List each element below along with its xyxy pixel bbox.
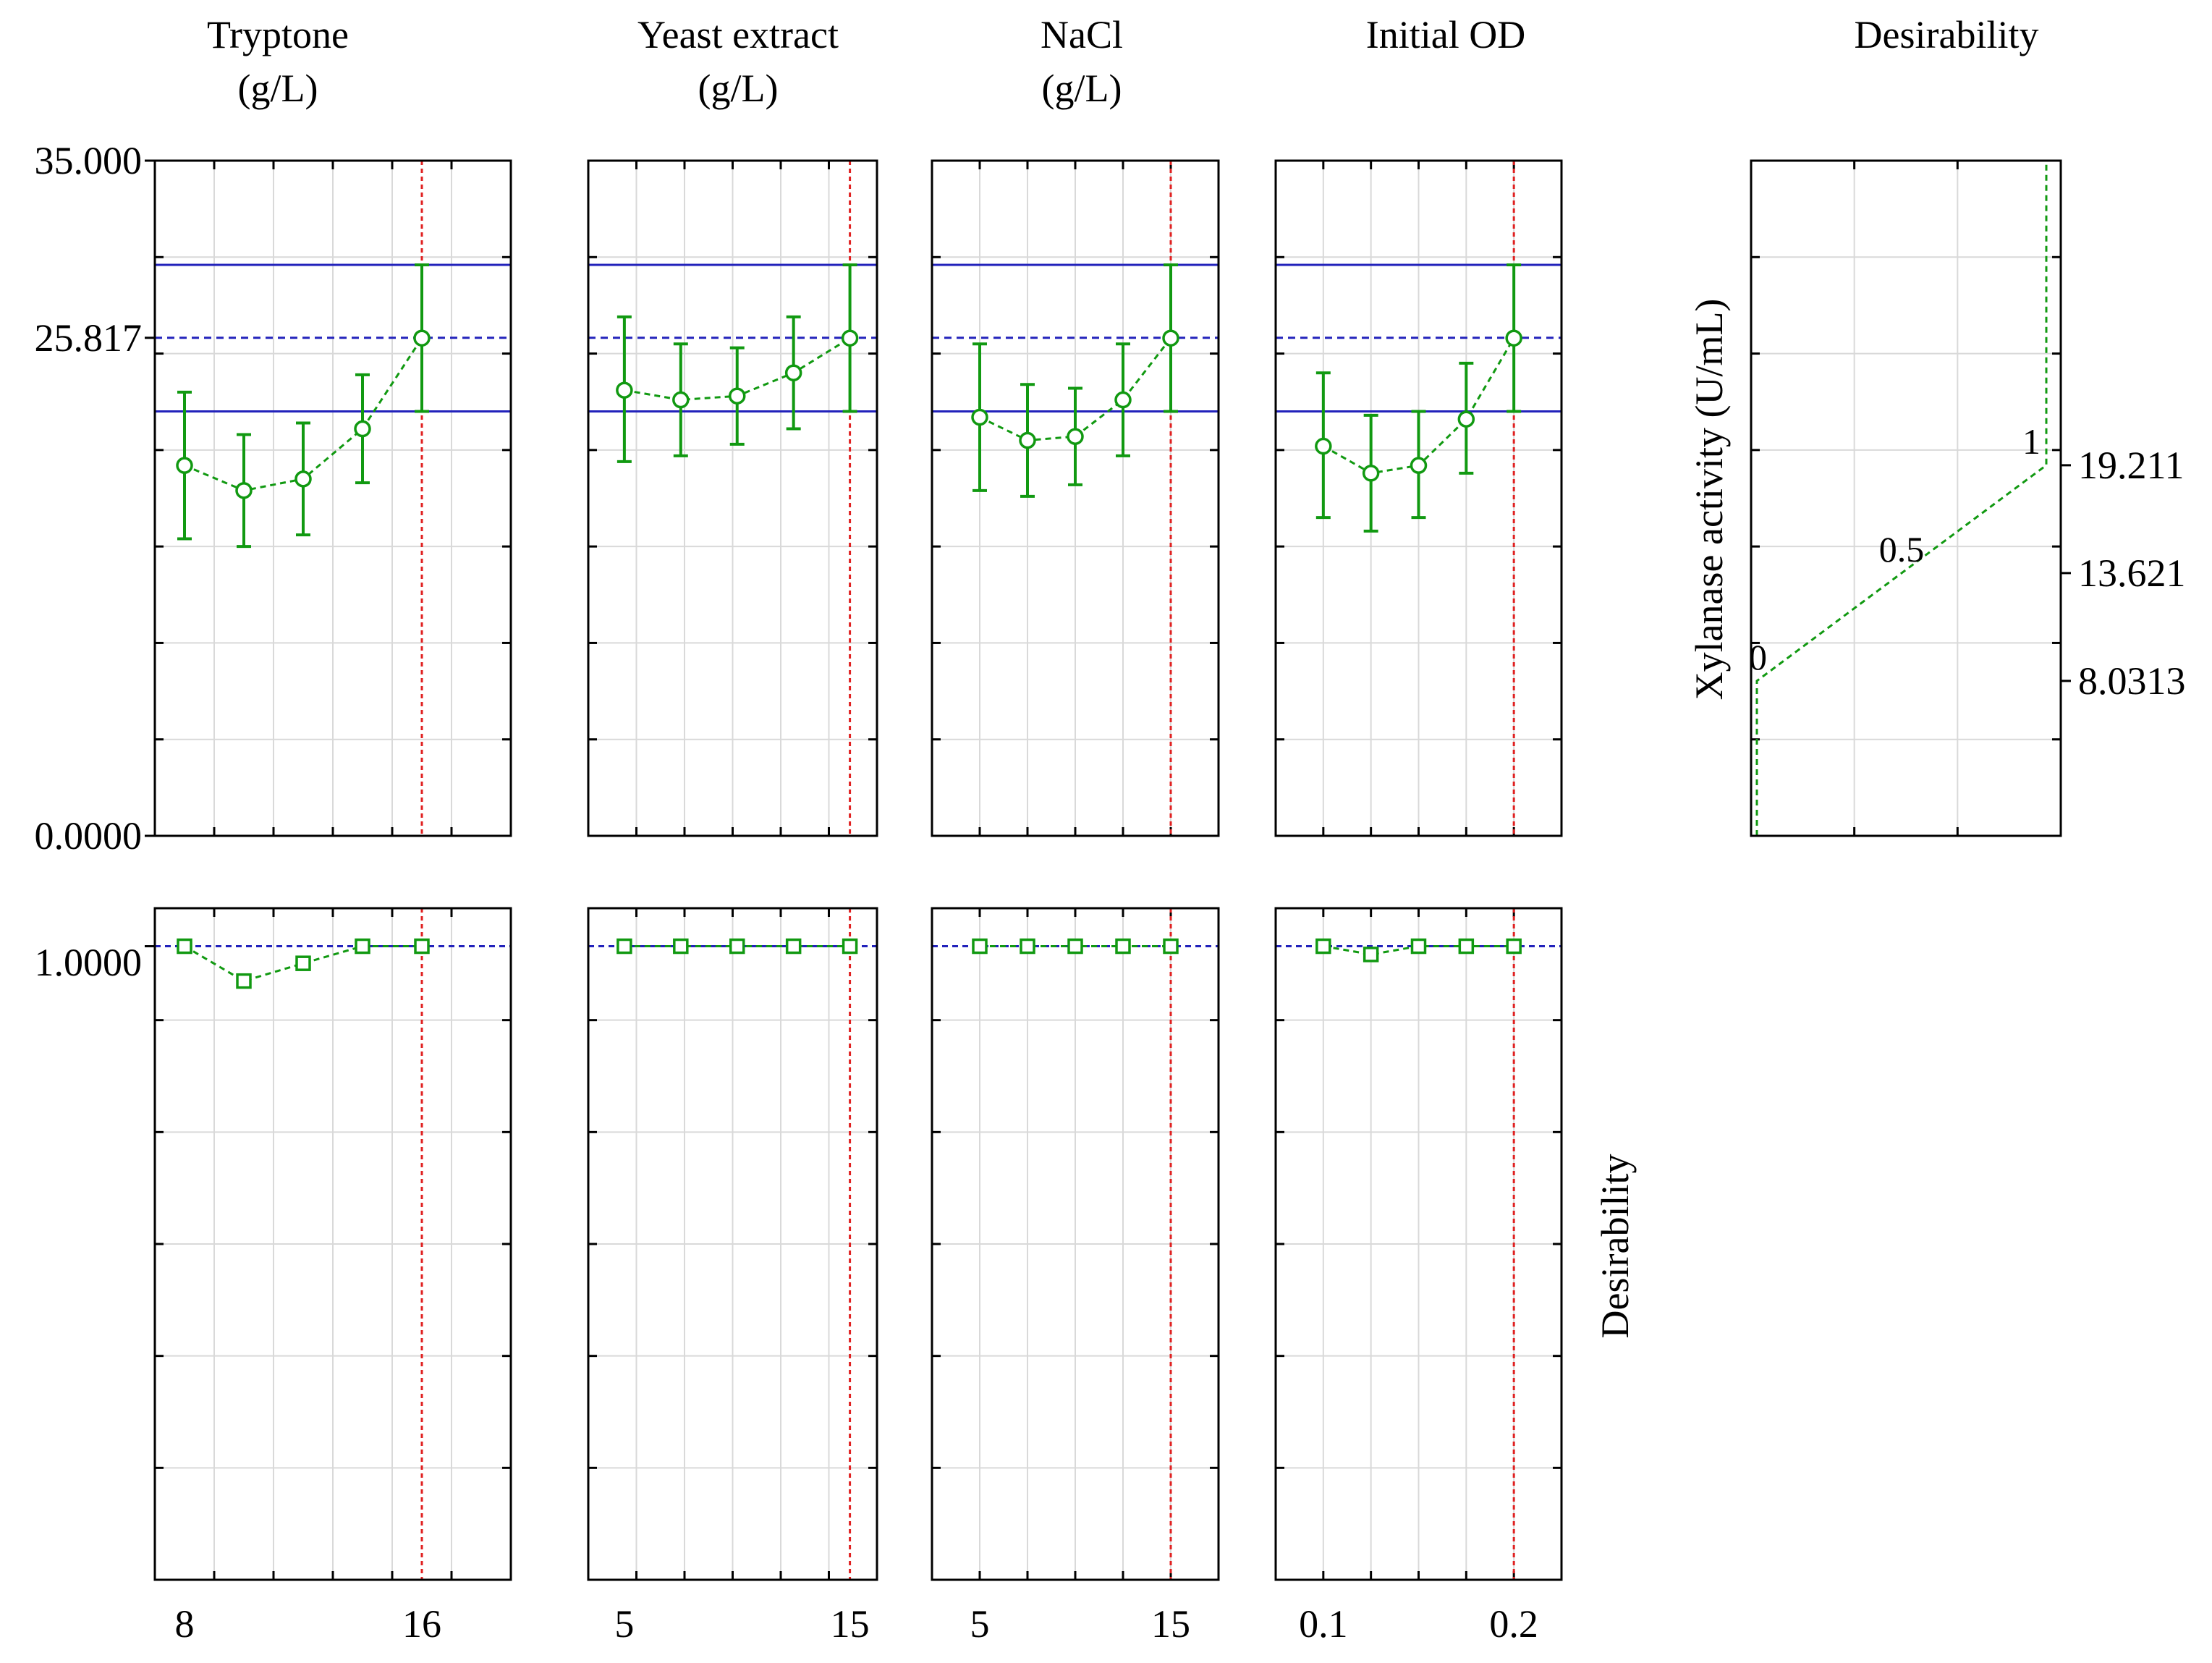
desirability-point (236, 973, 252, 989)
desirability-point (1163, 938, 1179, 955)
x-tick-label-yeast-extract: 15 (831, 1602, 870, 1646)
x-tick-label-initial-od: 0.1 (1299, 1602, 1348, 1646)
x-tick-label-tryptone: 16 (402, 1602, 441, 1646)
predicted-point (176, 457, 193, 474)
predicted-point (413, 329, 431, 347)
desirability-point (1067, 938, 1083, 955)
predicted-point (1162, 329, 1179, 347)
predicted-point (235, 482, 253, 499)
response-panel-nacl (931, 159, 1220, 837)
desirability-function-panel: 0 0.5 1 19.211 13.621 8.0313 (1749, 159, 2186, 837)
predicted-point (294, 470, 312, 488)
predicted-point (1114, 391, 1132, 409)
desirability-point (1506, 938, 1522, 955)
desirability-level-label: 0.5 (1879, 529, 1925, 570)
desirability-level-label: 0 (1749, 637, 1767, 677)
y-axis-labels: 35.000 25.817 0.0000 1.0000 Xylanase act… (35, 139, 1732, 1338)
y-tick-label-zero: 0.0000 (35, 814, 143, 858)
factor-title-initial-od: Initial OD (1366, 13, 1525, 56)
x-tick-label-nacl: 15 (1151, 1602, 1190, 1646)
desirability-point (729, 938, 745, 955)
predicted-point (1457, 410, 1475, 428)
factor-unit-nacl: (g/L) (1042, 67, 1122, 110)
column-titles: Tryptone (g/L) Yeast extract (g/L) NaCl … (207, 13, 2039, 110)
desirability-value-label: 13.621 (2078, 551, 2186, 595)
desirability-point (1363, 947, 1379, 962)
x-tick-label-initial-od: 0.2 (1489, 1602, 1538, 1646)
desirability-level-label: 1 (2022, 421, 2041, 462)
desirability-point (785, 938, 802, 955)
desirability-point (1020, 938, 1035, 955)
predicted-point (1505, 329, 1522, 347)
predicted-point (1410, 457, 1428, 474)
predicted-point (354, 420, 371, 438)
desirability-tick-label: 1.0000 (35, 941, 143, 984)
desirability-value-label: 8.0313 (2078, 659, 2186, 703)
response-panel-frame (1274, 159, 1563, 837)
factor-title-nacl: NaCl (1041, 13, 1123, 56)
desirability-profile-line (184, 945, 422, 983)
predicted-point (728, 387, 746, 405)
desirability-point (177, 938, 192, 955)
desirability-column-title: Desirability (1855, 13, 2039, 56)
desirability-point (1410, 938, 1427, 955)
desirability-panel-yeast-extract (587, 907, 878, 1581)
desirability-panel-nacl (931, 907, 1220, 1581)
desirability-panel-frame (153, 907, 512, 1581)
y-tick-label-max: 35.000 (35, 139, 143, 182)
response-panel-yeast-extract (587, 159, 878, 837)
response-panel-frame (587, 159, 878, 837)
desirability-value-label: 19.211 (2078, 444, 2185, 487)
desirability-point (295, 955, 311, 971)
x-tick-label-yeast-extract: 5 (614, 1602, 634, 1646)
y-major-ticks (145, 159, 155, 948)
predicted-point (672, 391, 690, 409)
desirability-panel-frame (587, 907, 878, 1581)
factor-unit-yeast-extract: (g/L) (698, 67, 779, 110)
desirability-point (842, 938, 858, 955)
predicted-point (784, 364, 802, 381)
desirability-point (673, 938, 689, 955)
response-panel-initial-od (1274, 159, 1563, 837)
desirability-point (1115, 938, 1131, 955)
desirability-panel-frame (931, 907, 1220, 1581)
desirability-panel-tryptone (153, 907, 512, 1581)
predicted-point (971, 408, 988, 426)
desirability-function-curve (1755, 161, 2048, 836)
desirability-point (1315, 938, 1331, 955)
desirability-panel-frame (1274, 907, 1563, 1581)
factor-title-yeast-extract: Yeast extract (637, 13, 839, 56)
plot-area: 8 16 5 15 5 15 0.1 0.2 0 0.5 1 19.211 13.621 8.0313 (145, 159, 2186, 1646)
response-panel-frame (931, 159, 1220, 837)
predicted-point (1019, 431, 1036, 449)
desirability-point (1458, 938, 1475, 955)
desirability-function-frame (1750, 159, 2062, 837)
predicted-point (1067, 428, 1084, 445)
response-panel-tryptone (153, 159, 512, 837)
response-axis-title: Xylanase activity (U/mL) (1687, 299, 1731, 701)
x-tick-label-nacl: 5 (970, 1602, 990, 1646)
factor-title-tryptone: Tryptone (207, 13, 349, 56)
desirability-point (355, 938, 370, 955)
predicted-point (616, 381, 633, 399)
desirability-point (414, 938, 430, 955)
predicted-profile-line (979, 337, 1172, 442)
y-tick-label-current: 25.817 (35, 316, 143, 360)
desirability-panel-initial-od (1274, 907, 1563, 1581)
predicted-point (841, 329, 859, 347)
desirability-axis-title: Desirability (1593, 1154, 1637, 1339)
desirability-point (616, 938, 632, 955)
x-tick-label-tryptone: 8 (175, 1602, 195, 1646)
desirability-point (972, 938, 988, 955)
response-panel-frame (153, 159, 512, 837)
predicted-point (1315, 437, 1332, 455)
factor-unit-tryptone: (g/L) (238, 67, 318, 110)
predicted-point (1362, 465, 1380, 482)
